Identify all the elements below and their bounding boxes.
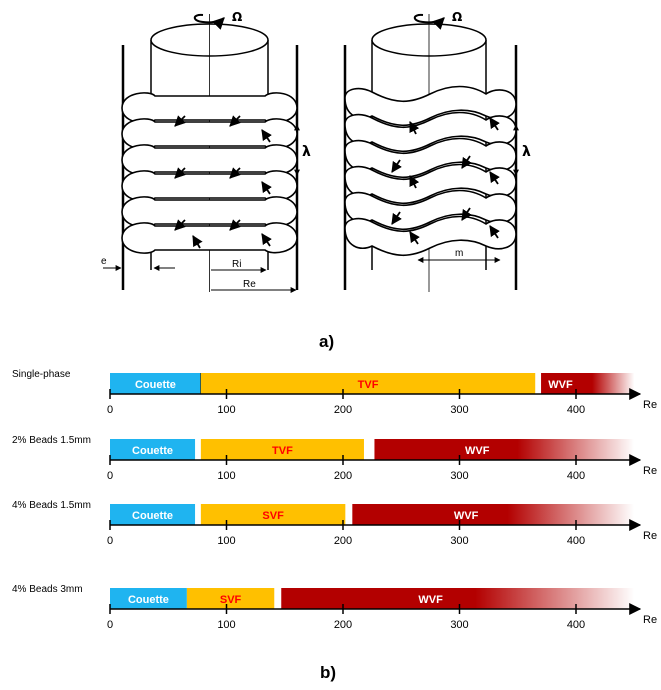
tick-label: 400 [567,404,585,416]
flow-arrow-icon [261,129,272,143]
row-label: 4% Beads 3mm [12,584,83,595]
regime-label-wvf: WVF [465,445,490,457]
axis-label: Re [643,614,657,626]
flow-arrow-icon [261,233,272,247]
regime-segment-couette [110,504,196,525]
lambda-label: λ [522,144,531,160]
omega-label: Ω [232,10,242,24]
regime-segment-couette [110,373,201,394]
axis-label: Re [643,399,657,411]
tick-label: 0 [107,470,113,482]
regime-label-tvf: TVF [358,379,379,391]
wavy-vortex-roll [344,163,517,205]
regime-label-wvf: WVF [548,379,573,391]
wavy-vortex-roll [344,215,517,257]
tick-label: 200 [334,619,352,631]
flow-arrow-icon [409,175,420,189]
tick-label: 0 [107,535,113,547]
wavy-vortex-roll [344,85,517,127]
flow-arrow-icon [174,167,186,179]
tick-label: 100 [217,404,235,416]
regime-label-couette: Couette [135,379,176,391]
tick-label: 100 [217,470,235,482]
regime-segment-svf [200,504,346,525]
tick-label: 300 [450,619,468,631]
regime-segment-couette [110,588,187,609]
tick-label: 300 [450,470,468,482]
tick-label: 100 [217,619,235,631]
regime-segment-couette [110,439,196,460]
regime-label-svf: SVF [262,510,284,522]
regime-label-couette: Couette [132,445,173,457]
regime-label-couette: Couette [128,594,169,606]
tick-label: 300 [450,404,468,416]
tick-label: 400 [567,470,585,482]
flow-arrow-icon [192,235,203,249]
tick-label: 0 [107,619,113,631]
regime-label-wvf: WVF [418,594,443,606]
flow-arrow-icon [409,231,420,245]
tick-label: 200 [334,470,352,482]
regime-segment-tvf [200,439,364,460]
regime-label-wvf: WVF [454,510,479,522]
flow-arrow-icon [174,219,186,231]
tick-label: 0 [107,404,113,416]
regime-label-tvf: TVF [272,445,293,457]
lambda-label: λ [302,144,311,160]
tick-label: 100 [217,535,235,547]
omega-label: Ω [452,10,462,24]
ri-label: Ri [232,259,241,270]
tick-label: 200 [334,404,352,416]
flow-arrow-icon [229,167,241,179]
m-label: m [455,248,463,259]
tick-label: 300 [450,535,468,547]
flow-arrow-icon [489,171,500,185]
regime-segment-svf [186,588,275,609]
row-label: Single-phase [12,369,71,380]
flow-arrow-icon [229,115,241,127]
flow-arrow-icon [461,207,472,221]
regime-segment-wvf [281,588,635,609]
wavy-vortex-roll [344,189,517,231]
flow-arrow-icon [409,121,420,135]
taylor-couette-left: Ω λ e Ri [101,10,311,293]
axis-label: Re [643,465,657,477]
axis-label: Re [643,530,657,542]
flow-regime-chart: Single-phase Couette TVF WVF 0 100 200 300 400 Re… [12,369,657,631]
caption-b: b) [320,663,336,682]
regime-segment-tvf [200,373,536,394]
flow-arrow-icon [174,115,186,127]
taylor-couette-right: Ω λ m [343,10,531,292]
flow-arrow-icon [489,225,500,239]
caption-a: a) [319,332,334,351]
gap-label: e [101,256,107,267]
tick-label: 400 [567,619,585,631]
flow-arrow-icon [461,155,472,169]
regime-segment-wvf [541,373,635,394]
regime-segment-wvf [374,439,635,460]
rotation-arrow-icon [413,13,445,30]
re-label: Re [243,279,256,290]
flow-arrow-icon [229,219,241,231]
tick-label: 400 [567,535,585,547]
flow-arrow-icon [261,181,272,195]
tick-label: 200 [334,535,352,547]
flow-arrow-icon [489,117,500,131]
regime-segment-wvf [352,504,635,525]
vortex-roll [121,222,298,254]
rotation-arrow-icon [193,13,225,30]
regime-label-couette: Couette [132,510,173,522]
regime-label-svf: SVF [220,594,242,606]
flow-arrow-icon [391,159,402,173]
row-label: 2% Beads 1.5mm [12,435,91,446]
row-label: 4% Beads 1.5mm [12,500,91,511]
flow-arrow-icon [391,211,402,225]
